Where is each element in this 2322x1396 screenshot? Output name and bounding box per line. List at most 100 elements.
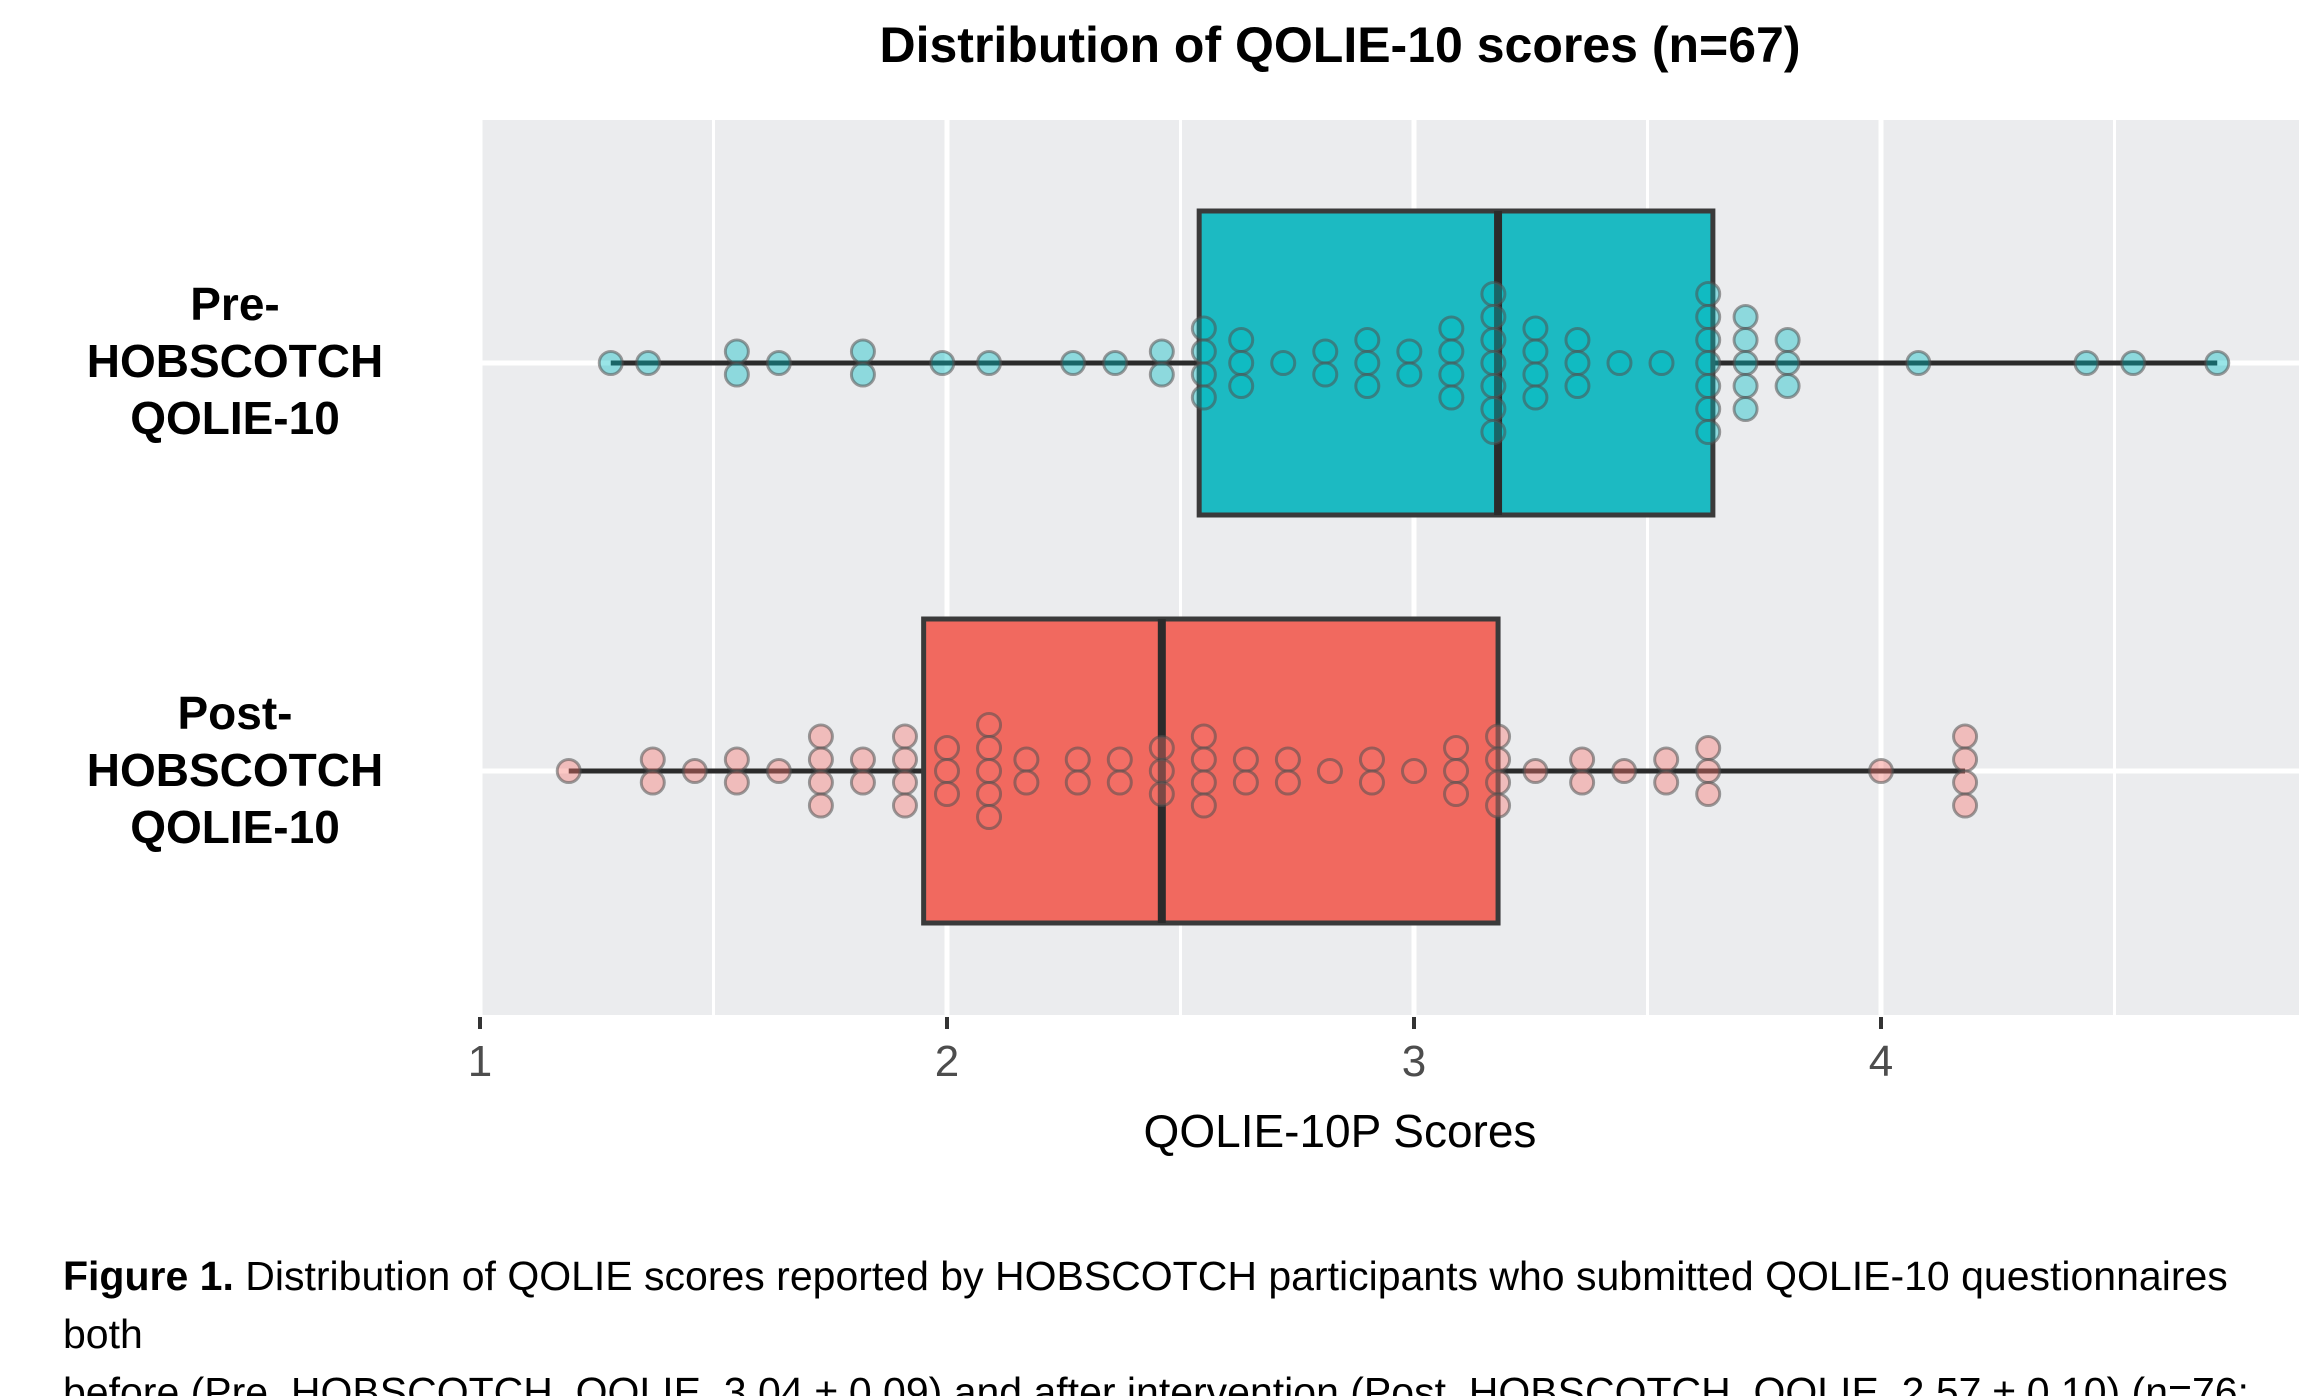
post-data-point [1695, 758, 1722, 784]
pre-data-point [849, 338, 876, 365]
post-data-point [723, 769, 750, 796]
pre-data-point [1396, 338, 1423, 365]
pre-data-point [1438, 361, 1465, 388]
pre-data-point [2120, 350, 2147, 376]
pre-data-point [1695, 281, 1722, 307]
y-axis-label-post: Post- HOBSCOTCH QOLIE-10 [20, 685, 450, 856]
pre-data-point [2073, 350, 2100, 376]
x-tick-label: 1 [468, 1037, 492, 1086]
pre-data-point [1695, 419, 1722, 445]
y-label-pre-line3: QOLIE-10 [130, 392, 340, 444]
pre-data-point [1522, 384, 1549, 411]
pre-data-point [1228, 373, 1255, 399]
post-data-point [1443, 758, 1470, 784]
pre-data-point [1480, 304, 1507, 330]
pre-data-point [1102, 350, 1129, 376]
post-data-point [1148, 781, 1175, 807]
post-data-point [1485, 746, 1512, 773]
pre-data-point [1312, 338, 1339, 365]
pre-data-point [1190, 384, 1217, 411]
post-data-point [1190, 792, 1217, 819]
pre-data-point [1060, 350, 1087, 376]
pre-data-point [1190, 315, 1217, 342]
pre-data-point [1564, 373, 1591, 399]
chart-title: Distribution of QOLIE-10 scores (n=67) [879, 17, 1801, 73]
post-data-point [1190, 723, 1217, 750]
pre-data-point [1354, 350, 1381, 376]
post-data-point [1148, 758, 1175, 784]
pre-data-point [1774, 350, 1801, 376]
post-data-point [1148, 735, 1175, 761]
x-tick-label: 3 [1402, 1037, 1426, 1086]
pre-data-point [1695, 304, 1722, 330]
pre-data-point [1148, 338, 1175, 365]
pre-data-point [1522, 315, 1549, 342]
pre-data-point [1648, 350, 1675, 376]
post-data-point [1316, 758, 1343, 784]
post-data-point [1569, 769, 1596, 796]
x-tick-label: 2 [935, 1037, 959, 1086]
post-data-point [639, 746, 666, 773]
pre-data-point [929, 350, 956, 376]
pre-data-point [1695, 396, 1722, 422]
post-data-point [1952, 792, 1979, 819]
post-data-point [1401, 758, 1427, 784]
post-data-point [1358, 769, 1385, 796]
post-data-point [1443, 735, 1470, 761]
post-data-point [891, 792, 918, 819]
pre-data-point [1774, 373, 1801, 399]
post-data-point [976, 712, 1003, 738]
post-data-point [1013, 746, 1040, 773]
pre-data-point [1480, 396, 1507, 422]
pre-data-point [2204, 350, 2231, 376]
pre-data-point [976, 350, 1003, 376]
pre-data-point [1695, 350, 1722, 376]
pre-data-point [849, 361, 876, 388]
pre-data-point [1732, 350, 1759, 376]
post-data-point [1952, 723, 1979, 750]
figure-caption: Figure 1. Distribution of QOLIE scores r… [63, 1247, 2298, 1396]
post-data-point [807, 746, 834, 773]
pre-data-point [1312, 361, 1339, 388]
pre-data-point [1270, 350, 1297, 376]
post-data-point [1064, 769, 1091, 796]
pre-data-point [765, 350, 792, 376]
pre-data-point [1438, 315, 1465, 342]
x-tick-label: 4 [1869, 1037, 1893, 1086]
pre-data-point [1732, 304, 1759, 330]
y-axis-label-pre: Pre- HOBSCOTCH QOLIE-10 [20, 276, 450, 447]
pre-data-point [1480, 350, 1507, 376]
post-data-point [891, 769, 918, 796]
post-data-point [1106, 769, 1133, 796]
boxplot-panel: 1 2 3 4 [468, 120, 2299, 1086]
post-data-point [891, 746, 918, 773]
post-data-point [639, 769, 666, 796]
post-data-point [1274, 746, 1301, 773]
caption-line2: before (Pre_HOBSCOTCH_QOLIE, 3.04 ± 0.09… [63, 1369, 2249, 1396]
post-data-point [1485, 769, 1512, 796]
y-label-post-line2: HOBSCOTCH [86, 744, 384, 796]
pre-data-point [1564, 327, 1591, 353]
post-data-point [1611, 758, 1638, 784]
post-data-point [976, 804, 1003, 830]
post-data-point [1485, 723, 1512, 750]
post-data-point [934, 735, 960, 761]
pre-data-point [1396, 361, 1423, 388]
pre-data-point [1438, 338, 1465, 365]
post-data-point [681, 758, 708, 784]
post-data-point [1695, 735, 1722, 761]
post-data-point [1358, 746, 1385, 773]
post-data-point [976, 758, 1003, 784]
post-data-point [807, 723, 834, 750]
y-label-post-line3: QOLIE-10 [130, 801, 340, 853]
caption-prefix: Figure 1. [63, 1253, 234, 1299]
post-data-point [1653, 769, 1680, 796]
post-data-point [1868, 758, 1894, 784]
post-data-point [1232, 746, 1259, 773]
pre-data-point [1480, 327, 1507, 353]
pre-data-point [1564, 350, 1591, 376]
pre-data-point [1905, 350, 1932, 376]
pre-data-point [1732, 327, 1759, 353]
pre-data-point [1606, 350, 1633, 376]
